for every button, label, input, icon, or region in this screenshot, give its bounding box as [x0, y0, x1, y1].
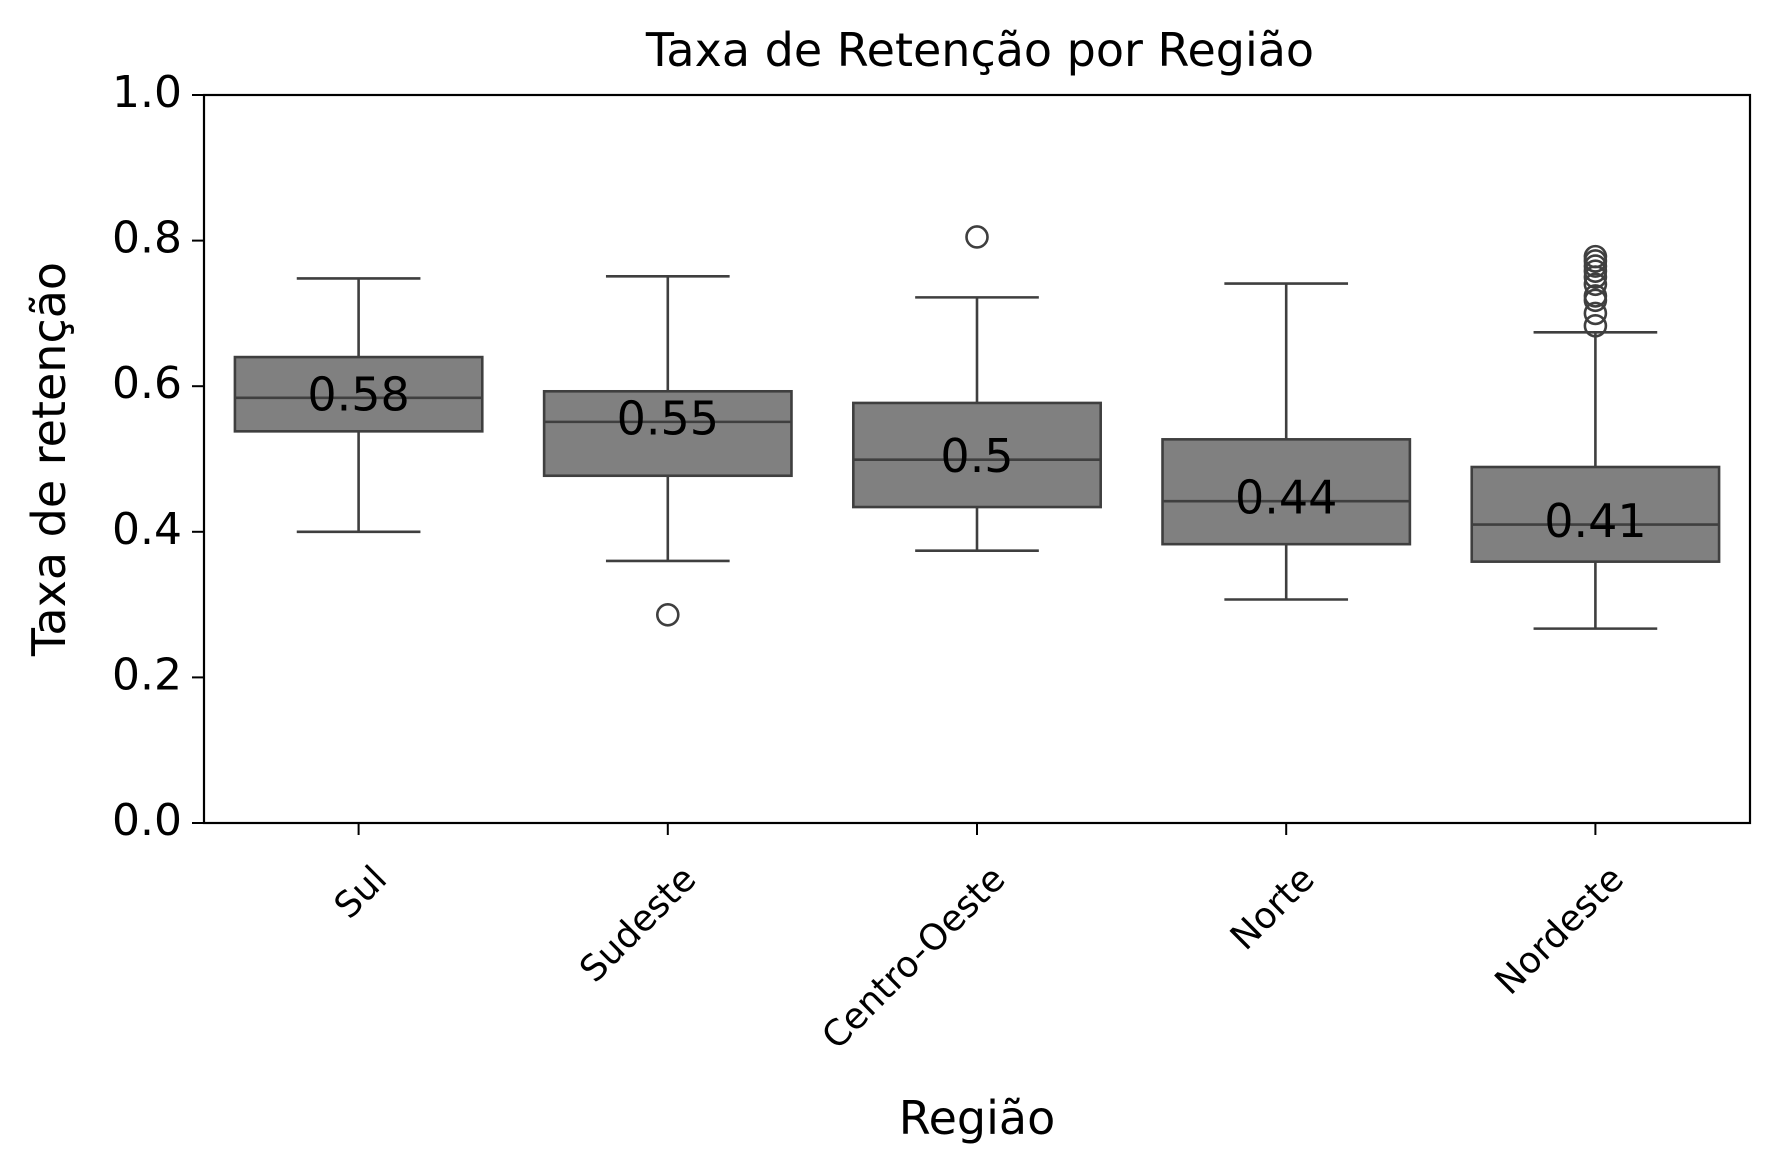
x-tick-label: Norte	[1223, 858, 1323, 958]
box-group: 0.55	[542, 274, 793, 627]
iqr-box	[1470, 465, 1721, 563]
x-axis: Sul Sudeste Centro-Oeste Norte Nordeste	[327, 823, 1632, 1057]
iqr-box	[542, 389, 793, 478]
y-tick-label: 0.4	[112, 504, 182, 555]
chart-title: Taxa de Retenção por Região	[645, 23, 1314, 77]
median-data-label: 0.41	[1544, 494, 1646, 548]
outlier-point	[655, 602, 680, 627]
median-data-label: 0.55	[617, 391, 719, 445]
y-tick-label: 0.0	[112, 795, 182, 846]
outlier-point	[1583, 244, 1608, 269]
iqr-box	[852, 401, 1102, 509]
outlier-point	[1583, 272, 1608, 297]
box-group: 0.44	[1161, 282, 1412, 601]
median-data-label: 0.58	[307, 367, 409, 421]
median-data-label: 0.5	[940, 429, 1013, 483]
outlier-point	[1583, 313, 1608, 338]
outlier-point	[965, 225, 989, 249]
box-group: 0.41	[1470, 244, 1721, 630]
y-axis: 0.0 0.2 0.4 0.6 0.8 1.0	[112, 67, 204, 846]
median-data-label: 0.44	[1235, 471, 1337, 525]
x-tick-label: Nordeste	[1488, 858, 1632, 1002]
outlier-point	[1583, 284, 1608, 308]
y-tick-label: 1.0	[112, 67, 182, 118]
outlier-point	[1583, 301, 1608, 326]
x-tick-label: Centro-Oeste	[814, 858, 1013, 1057]
x-tick-label: Sul	[327, 858, 395, 926]
iqr-box	[233, 355, 484, 433]
plot-area: 0.58 0.55 0.5 0.44 0.41	[233, 225, 1721, 630]
box-group: 0.58	[233, 277, 484, 534]
x-tick-label: Sudeste	[572, 858, 704, 990]
iqr-box	[1161, 438, 1412, 546]
y-tick-label: 0.6	[112, 358, 182, 409]
y-axis-label: Taxa de retenção	[22, 262, 76, 657]
y-tick-label: 0.8	[112, 213, 182, 264]
box-group: 0.5	[852, 225, 1102, 553]
y-tick-label: 0.2	[112, 649, 182, 700]
x-axis-label: Região	[899, 1091, 1056, 1145]
